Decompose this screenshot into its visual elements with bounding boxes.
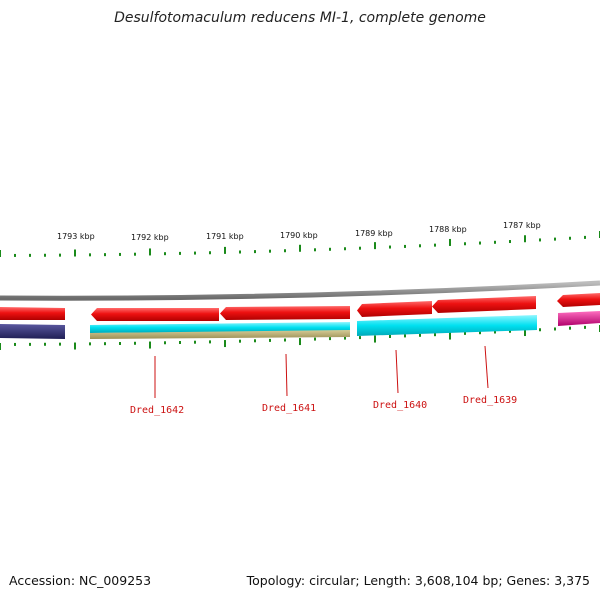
gene-arrow-forward[interactable] (91, 308, 219, 321)
gene-leader-line (285, 353, 288, 397)
gene-arrow-forward[interactable] (557, 293, 600, 307)
ruler-ticks-outer (0, 231, 600, 257)
genome-backbone (0, 280, 600, 301)
feature-block-olive (90, 330, 350, 339)
gene-arrow-forward[interactable] (432, 296, 536, 313)
gene-label[interactable]: Dred_1640 (373, 400, 427, 411)
ruler-label: 1788 kbp (429, 225, 467, 234)
ruler-label: 1791 kbp (206, 232, 244, 241)
feature-block-cyan (357, 315, 537, 336)
ruler-label: 1787 kbp (503, 221, 541, 230)
gene-arrow-forward[interactable] (0, 307, 65, 320)
gene-label[interactable]: Dred_1641 (262, 403, 316, 414)
ruler-label: 1793 kbp (57, 232, 95, 241)
gene-label[interactable]: Dred_1642 (130, 405, 184, 416)
gene-leader-line (395, 349, 399, 394)
genome-title: Desulfotomaculum reducens MI-1, complete… (114, 10, 486, 26)
gene-label[interactable]: Dred_1639 (463, 395, 517, 406)
feature-block-navy (0, 324, 65, 339)
feature-block-cyan (90, 322, 350, 333)
gene-leader-line (484, 345, 489, 389)
gene-arrow-forward[interactable] (220, 306, 350, 320)
ruler-label: 1792 kbp (131, 233, 169, 242)
genome-summary-text: Topology: circular; Length: 3,608,104 bp… (246, 573, 590, 588)
gene-arrow-forward[interactable] (357, 301, 432, 317)
ruler-label: 1789 kbp (355, 229, 393, 238)
ruler-label: 1790 kbp (280, 231, 318, 240)
accession-text: Accession: NC_009253 (9, 573, 152, 588)
feature-block-magenta (558, 311, 600, 326)
ruler-ticks-inner (0, 325, 600, 350)
